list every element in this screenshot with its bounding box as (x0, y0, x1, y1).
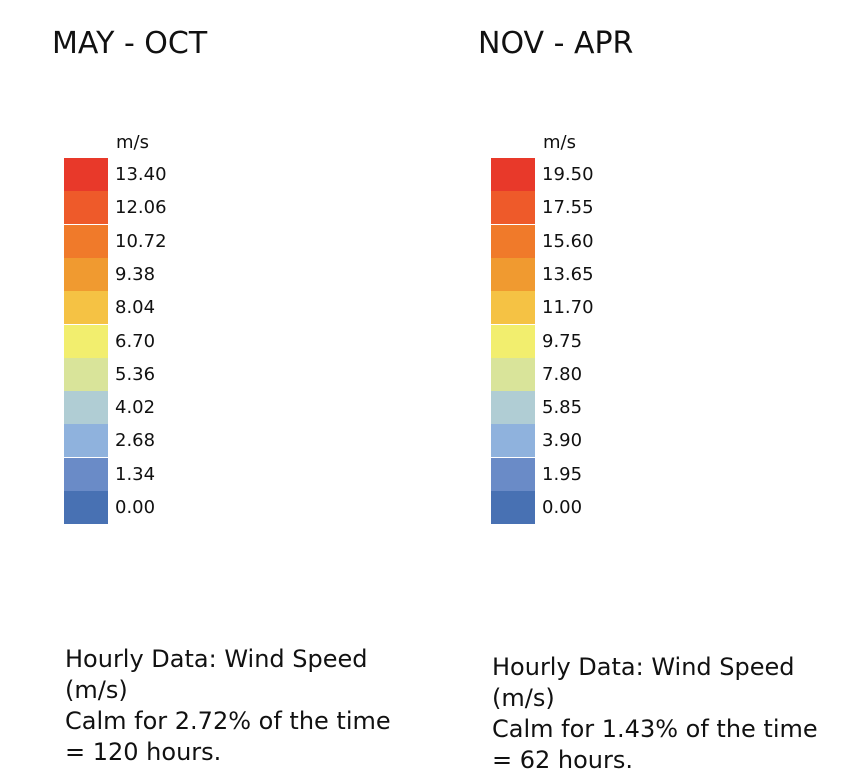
color-swatch (64, 457, 108, 491)
caption-line: (m/s) (492, 684, 555, 712)
color-swatch (491, 158, 535, 191)
legend-label: 9.38 (115, 263, 156, 285)
color-swatch (491, 324, 535, 358)
panel-title: NOV - APR (478, 26, 634, 61)
color-swatch (491, 191, 535, 225)
color-swatch (64, 191, 108, 225)
unit-label: m/s (543, 132, 576, 153)
legend-label: 17.55 (542, 197, 594, 219)
caption-line: = 120 hours. (65, 738, 222, 766)
legend-label: 0.00 (542, 497, 583, 518)
caption-line: Hourly Data: Wind Speed (65, 645, 368, 673)
caption-line: Calm for 2.72% of the time (65, 707, 391, 735)
color-swatch (64, 491, 108, 524)
color-swatch (64, 257, 108, 291)
legend-label: 10.72 (115, 230, 167, 252)
caption-line: (m/s) (65, 676, 128, 704)
color-swatch (491, 391, 535, 425)
legend-label: 4.02 (115, 397, 156, 419)
legend-label: 13.65 (542, 263, 594, 285)
legend-label: 15.60 (542, 230, 594, 252)
legend-label: 13.40 (115, 164, 167, 185)
legend-label: 5.36 (115, 363, 156, 385)
color-swatch (64, 424, 108, 458)
caption-line: Calm for 1.43% of the time (492, 715, 818, 743)
legend-label: 0.00 (115, 497, 156, 518)
color-swatch (491, 424, 535, 458)
legend-label: 3.90 (542, 430, 583, 452)
legend-label: 5.85 (542, 397, 583, 419)
color-swatch (491, 457, 535, 491)
color-swatch (491, 224, 535, 258)
legend-label: 9.75 (542, 330, 583, 352)
color-swatch (64, 391, 108, 425)
legend-label: 2.68 (115, 430, 156, 452)
legend-label: 8.04 (115, 297, 156, 319)
unit-label: m/s (116, 132, 149, 153)
legend-label: 1.95 (542, 463, 583, 485)
legend-label: 19.50 (542, 164, 594, 185)
color-swatch (64, 291, 108, 325)
caption-line: = 62 hours. (492, 746, 634, 774)
color-swatch (491, 291, 535, 325)
color-swatch (64, 357, 108, 391)
color-swatch (491, 257, 535, 291)
legend-label: 11.70 (542, 297, 594, 319)
color-swatch (64, 324, 108, 358)
panel-title: MAY - OCT (52, 26, 208, 61)
legend-label: 7.80 (542, 363, 583, 385)
caption-line: Hourly Data: Wind Speed (492, 653, 795, 681)
legend-label: 6.70 (115, 330, 156, 352)
color-swatch (64, 158, 108, 191)
legend-label: 1.34 (115, 463, 156, 485)
color-swatch (64, 224, 108, 258)
color-swatch (491, 357, 535, 391)
color-swatch (491, 491, 535, 524)
legend-label: 12.06 (115, 197, 167, 219)
